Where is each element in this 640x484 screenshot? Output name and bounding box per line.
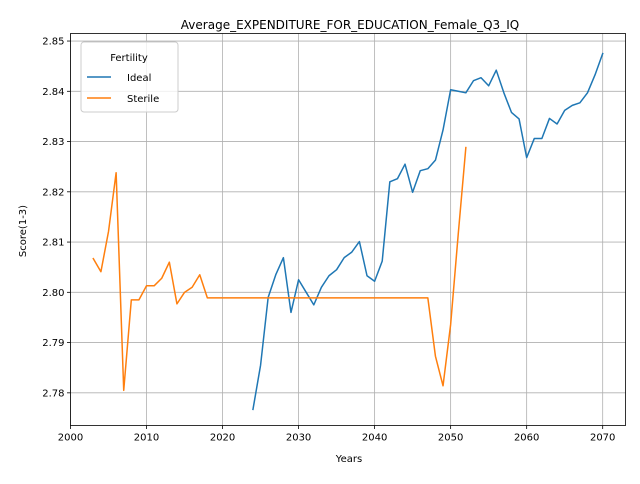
y-tick-label: 2.80 xyxy=(42,288,64,299)
chart-title: Average_EXPENDITURE_FOR_EDUCATION_Female… xyxy=(181,18,519,32)
x-tick-label: 2040 xyxy=(362,433,387,444)
series-lines xyxy=(92,52,604,411)
legend-label-ideal: Ideal xyxy=(127,73,151,84)
y-axis: 2.78 2.79 2.80 2.81 2.82 2.83 2.84 2.85 xyxy=(42,37,71,399)
x-axis-label: Years xyxy=(335,454,362,465)
x-tick-label: 2060 xyxy=(514,433,539,444)
legend: Fertility Ideal Sterile xyxy=(80,41,179,113)
x-tick-label: 2020 xyxy=(210,433,235,444)
x-axis: 2000 2010 2020 2030 2040 2050 2060 2070 xyxy=(58,425,615,444)
plot-frame xyxy=(70,33,626,426)
y-axis-label: Score(1-3) xyxy=(18,205,29,257)
y-tick-label: 2.81 xyxy=(42,238,64,249)
series-line-ideal xyxy=(252,52,604,411)
y-tick-label: 2.84 xyxy=(42,87,64,98)
x-tick-label: 2000 xyxy=(58,433,83,444)
y-tick-label: 2.83 xyxy=(42,137,64,148)
x-tick-label: 2070 xyxy=(590,433,615,444)
legend-title: Fertility xyxy=(110,53,148,64)
x-tick-label: 2010 xyxy=(134,433,159,444)
x-tick-label: 2030 xyxy=(286,433,311,444)
y-tick-label: 2.78 xyxy=(42,388,64,399)
y-tick-label: 2.82 xyxy=(42,187,64,198)
x-tick-label: 2050 xyxy=(438,433,463,444)
legend-box xyxy=(80,41,179,113)
y-tick-label: 2.79 xyxy=(42,338,64,349)
series-line-sterile xyxy=(92,146,467,392)
y-tick-label: 2.85 xyxy=(42,37,64,48)
legend-label-sterile: Sterile xyxy=(127,94,159,105)
